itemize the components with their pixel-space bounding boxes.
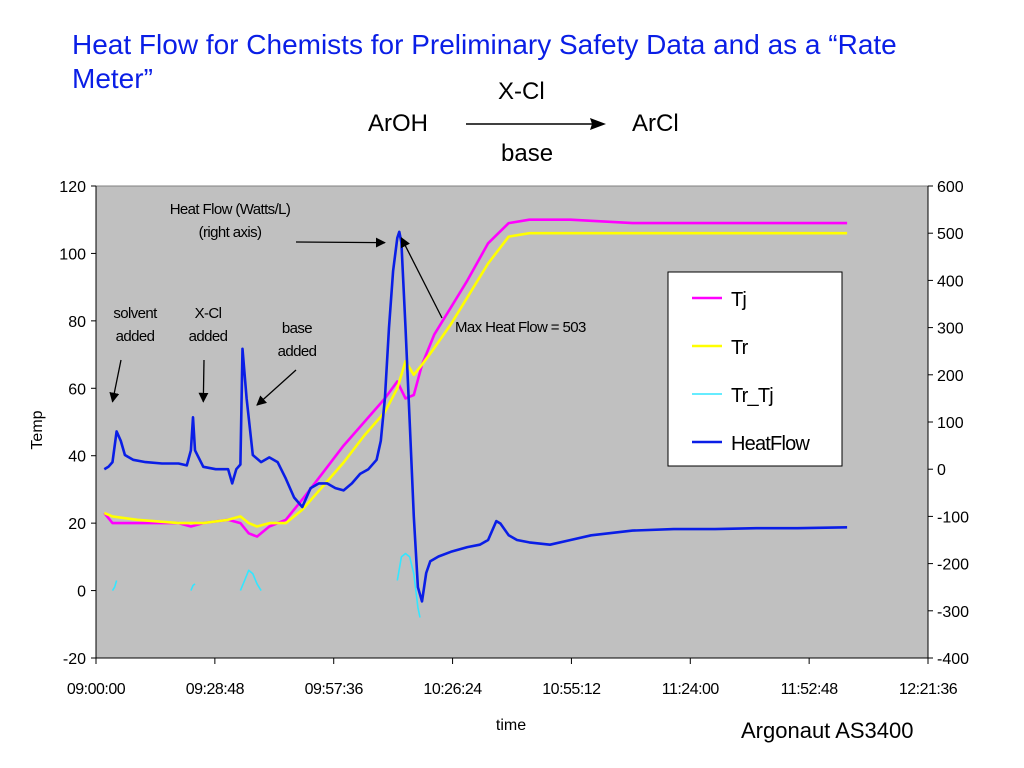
annotation-arrow bbox=[198, 359, 209, 403]
product-label: ArCl bbox=[632, 110, 679, 137]
y2-tick-label: 400 bbox=[937, 273, 964, 290]
y2-tick-label: -200 bbox=[937, 557, 969, 574]
x-tick-label: 12:21:36 bbox=[899, 681, 958, 698]
x-tick-label: 10:26:24 bbox=[423, 681, 482, 698]
reactant-label: ArOH bbox=[368, 110, 428, 137]
footer-credit: Argonaut AS3400 bbox=[741, 718, 914, 743]
annotation-text: X-Cl bbox=[195, 305, 222, 322]
y-tick-label: 100 bbox=[59, 246, 86, 263]
series-line-tr-tj bbox=[190, 583, 196, 591]
legend-label: Tj bbox=[731, 289, 746, 311]
annotation-text: added bbox=[278, 343, 317, 360]
x-axis-label: time bbox=[496, 717, 526, 734]
slide-title: Heat Flow for Chemists for Preliminary S… bbox=[72, 29, 897, 94]
annotation-arrow bbox=[256, 369, 297, 406]
y-tick-label: -20 bbox=[63, 651, 86, 668]
y-tick-label: 60 bbox=[68, 381, 86, 398]
annotation-text: base bbox=[282, 320, 312, 337]
y2-tick-label: 0 bbox=[937, 462, 946, 479]
y2-tick-label: -100 bbox=[937, 509, 969, 526]
series-line-tr-tj bbox=[396, 552, 421, 618]
series-line-tr-tj bbox=[111, 580, 118, 592]
series-line-heatflow bbox=[103, 230, 848, 603]
reaction-arrow bbox=[466, 118, 606, 130]
y-axis-label: Temp bbox=[29, 410, 46, 449]
y2-tick-label: 100 bbox=[937, 415, 964, 432]
legend-label: Tr_Tj bbox=[731, 385, 773, 407]
x-tick-label: 10:55:12 bbox=[542, 681, 601, 698]
y2-tick-label: -300 bbox=[937, 604, 969, 621]
y-tick-label: 120 bbox=[59, 179, 86, 196]
annotation-text: added bbox=[189, 328, 228, 345]
y2-tick-label: 200 bbox=[937, 368, 964, 385]
series-line-tr bbox=[103, 231, 848, 528]
y-tick-label: 0 bbox=[77, 584, 86, 601]
legend: Tj Tr Tr_Tj HeatFlow bbox=[667, 271, 843, 467]
condition-label: base bbox=[501, 140, 554, 167]
annotation-arrow bbox=[400, 237, 443, 319]
y2-tick-label: 300 bbox=[937, 321, 964, 338]
x-tick-label: 09:00:00 bbox=[67, 681, 126, 698]
legend-box bbox=[667, 271, 843, 467]
series-line-tr-tj bbox=[239, 569, 262, 592]
y2-tick-label: -400 bbox=[937, 651, 969, 668]
legend-label: HeatFlow bbox=[731, 433, 810, 455]
annotations: Heat Flow (Watts/L) (right axis) solvent ad… bbox=[109, 201, 587, 406]
reagent-label: X-Cl bbox=[498, 78, 545, 105]
x-tick-label: 09:28:48 bbox=[186, 681, 245, 698]
annotation-text: solvent bbox=[113, 305, 158, 322]
annotation-arrow bbox=[295, 237, 386, 248]
y2-tick-label: 600 bbox=[937, 179, 964, 196]
annotation-text: (right axis) bbox=[199, 224, 262, 241]
y-tick-label: 80 bbox=[68, 314, 86, 331]
axes: -20020406080100120-400-300-200-100010020… bbox=[29, 179, 969, 734]
x-tick-label: 11:52:48 bbox=[781, 681, 839, 698]
y2-tick-label: 500 bbox=[937, 226, 964, 243]
annotation-arrow bbox=[109, 359, 122, 403]
annotation-text: Heat Flow (Watts/L) bbox=[170, 201, 291, 218]
x-tick-label: 11:24:00 bbox=[662, 681, 720, 698]
y-tick-label: 20 bbox=[68, 516, 86, 533]
series-group bbox=[103, 218, 848, 618]
legend-label: Tr bbox=[731, 337, 749, 359]
annotation-text: added bbox=[116, 328, 155, 345]
y-tick-label: 40 bbox=[68, 449, 86, 466]
annotation-text: Max Heat Flow = 503 bbox=[455, 319, 586, 336]
x-tick-label: 09:57:36 bbox=[305, 681, 364, 698]
